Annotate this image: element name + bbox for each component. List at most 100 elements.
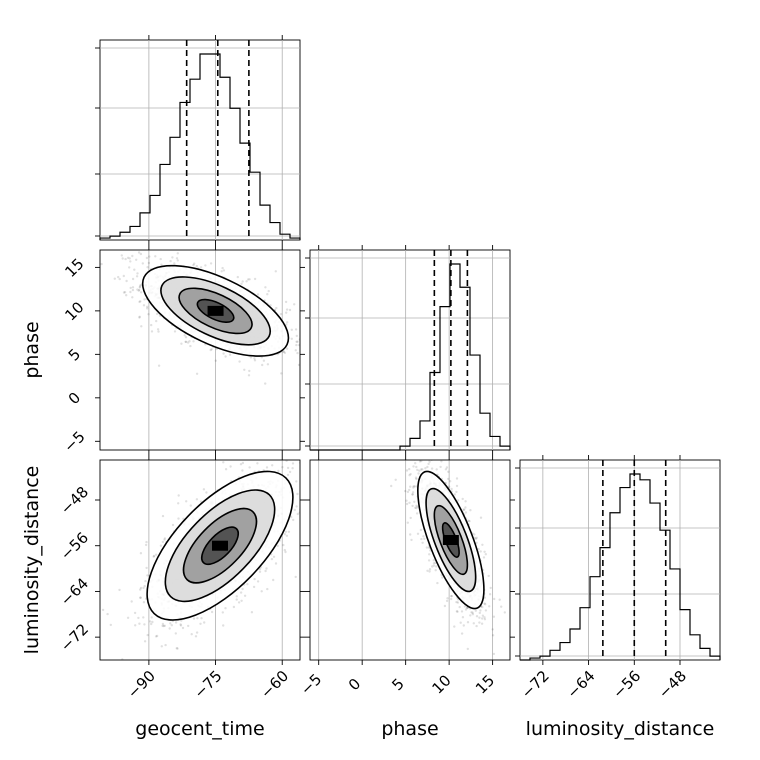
sample-point bbox=[295, 340, 298, 343]
sample-point bbox=[228, 353, 232, 356]
sample-point bbox=[466, 606, 469, 610]
sample-point bbox=[474, 537, 478, 540]
y-tick-label: 15 bbox=[61, 255, 87, 281]
sample-point bbox=[109, 623, 113, 627]
sample-point bbox=[480, 622, 484, 625]
sample-point bbox=[138, 288, 141, 292]
sample-point bbox=[239, 591, 243, 594]
sample-point bbox=[252, 585, 256, 589]
sample-point bbox=[265, 567, 268, 570]
sample-point bbox=[461, 497, 464, 501]
sample-point bbox=[187, 624, 190, 628]
sample-point bbox=[275, 306, 278, 310]
sample-point bbox=[128, 266, 131, 269]
sample-point bbox=[439, 465, 442, 469]
sample-point bbox=[261, 363, 264, 367]
sample-point bbox=[161, 622, 165, 626]
sample-point bbox=[277, 469, 280, 473]
x-tick-label: −75 bbox=[190, 667, 225, 702]
x-tick-label: 15 bbox=[472, 671, 498, 697]
sample-point bbox=[144, 543, 148, 547]
x-tick-label: −60 bbox=[257, 667, 292, 702]
sample-point bbox=[409, 472, 412, 476]
sample-point bbox=[138, 286, 141, 289]
sample-point bbox=[126, 256, 130, 259]
sample-point bbox=[122, 274, 126, 278]
sample-point bbox=[236, 275, 239, 279]
sample-point bbox=[413, 485, 416, 488]
sample-point bbox=[253, 357, 256, 360]
sample-point bbox=[163, 537, 167, 540]
sample-point bbox=[419, 457, 421, 459]
sample-point bbox=[146, 266, 149, 269]
sample-point bbox=[258, 570, 262, 573]
sample-point bbox=[195, 372, 199, 375]
sample-point bbox=[125, 294, 128, 297]
sample-point bbox=[174, 621, 178, 624]
sample-point bbox=[435, 468, 438, 471]
sample-point bbox=[296, 340, 299, 343]
sample-point bbox=[311, 521, 313, 523]
sample-point bbox=[143, 584, 146, 588]
sample-point bbox=[200, 617, 203, 620]
sample-point bbox=[302, 493, 304, 495]
sample-point bbox=[286, 321, 289, 324]
contour-line bbox=[200, 526, 240, 566]
sample-point bbox=[221, 266, 224, 270]
sample-point bbox=[296, 351, 299, 355]
sample-point bbox=[472, 622, 475, 625]
sample-point bbox=[324, 326, 326, 328]
sample-point bbox=[316, 368, 318, 370]
panel-frame bbox=[99, 459, 301, 661]
y-axis-label-luminosity-distance: luminosity_distance bbox=[21, 466, 43, 655]
sample-point bbox=[220, 270, 223, 273]
contour-line bbox=[178, 287, 253, 335]
sample-point bbox=[283, 533, 287, 536]
sample-point bbox=[101, 608, 105, 612]
sample-point bbox=[267, 430, 269, 432]
sample-point bbox=[238, 360, 241, 363]
sample-point bbox=[258, 568, 262, 571]
sample-point bbox=[445, 466, 449, 469]
sample-point bbox=[190, 633, 193, 636]
sample-point bbox=[147, 261, 151, 265]
x-tick-label: −48 bbox=[655, 667, 690, 702]
sample-point bbox=[469, 509, 472, 512]
sample-point bbox=[295, 480, 298, 483]
sample-point bbox=[241, 587, 244, 591]
sample-point bbox=[288, 470, 292, 474]
sample-point bbox=[279, 312, 283, 316]
sample-point bbox=[274, 562, 278, 565]
sample-point bbox=[168, 627, 171, 630]
sample-point bbox=[138, 315, 141, 318]
sample-point bbox=[245, 280, 248, 283]
sample-point bbox=[474, 609, 477, 612]
sample-point bbox=[155, 634, 159, 638]
y-tick-label: 5 bbox=[65, 345, 84, 364]
sample-point bbox=[483, 618, 487, 621]
sample-point bbox=[123, 291, 127, 294]
sample-point bbox=[283, 351, 287, 355]
sample-point bbox=[303, 479, 305, 481]
histogram-geocent-time bbox=[95, 35, 301, 245]
sample-point bbox=[179, 624, 183, 627]
sample-point bbox=[311, 508, 313, 510]
sample-point bbox=[106, 612, 109, 616]
sample-point bbox=[267, 289, 270, 293]
sample-point bbox=[160, 645, 163, 648]
sample-point bbox=[431, 565, 434, 568]
sample-point bbox=[425, 546, 429, 549]
sample-point bbox=[430, 467, 434, 470]
sample-point bbox=[145, 566, 148, 570]
sample-point bbox=[243, 594, 247, 597]
sample-point bbox=[135, 275, 139, 278]
y-tick-label: 0 bbox=[65, 389, 84, 408]
sample-point bbox=[97, 304, 99, 306]
sample-point bbox=[271, 464, 274, 467]
contour-line bbox=[433, 504, 469, 576]
sample-point bbox=[434, 569, 437, 572]
sample-point bbox=[253, 577, 256, 581]
sample-point bbox=[473, 536, 476, 540]
sample-point bbox=[450, 594, 453, 598]
sample-point bbox=[414, 506, 417, 509]
